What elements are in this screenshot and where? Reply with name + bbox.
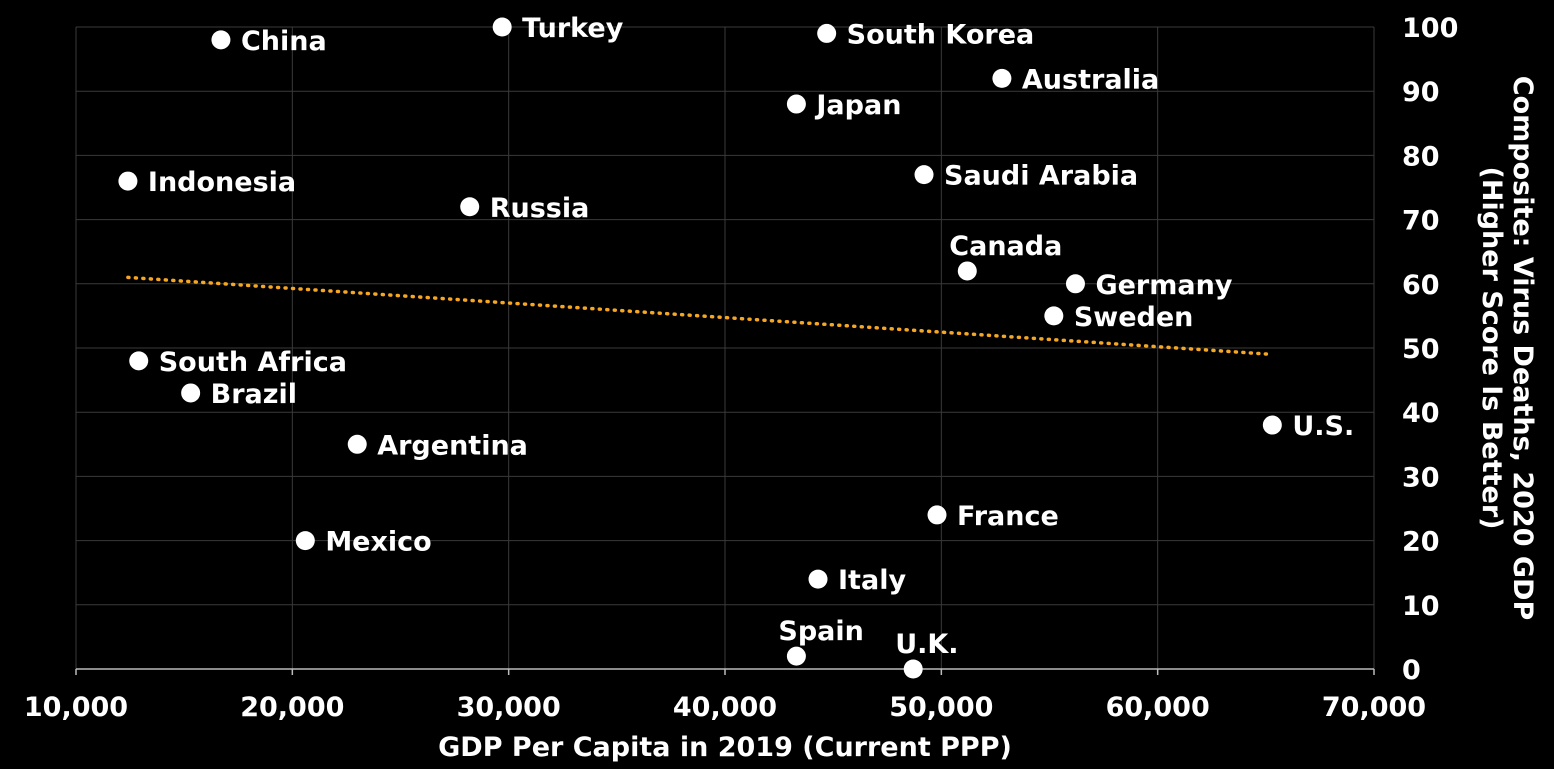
- point-label: Turkey: [522, 13, 624, 44]
- y-tick-label: 10: [1402, 591, 1440, 622]
- y-tick-label: 80: [1402, 141, 1440, 172]
- data-point: [492, 17, 512, 37]
- point-label: South Korea: [847, 19, 1035, 50]
- x-tick-label: 10,000: [24, 692, 128, 723]
- data-point: [914, 165, 934, 185]
- point-label: Sweden: [1074, 302, 1194, 333]
- axes: [75, 668, 1375, 675]
- point-label: Saudi Arabia: [944, 161, 1138, 192]
- data-point: [1065, 274, 1085, 294]
- point-label: Italy: [838, 565, 906, 596]
- x-tick-label: 40,000: [673, 692, 777, 723]
- data-point: [295, 531, 315, 551]
- y-axis-title-line1: Composite: Virus Deaths, 2020 GDP: [1507, 76, 1538, 621]
- data-point: [786, 646, 806, 666]
- data-points: [118, 17, 1282, 679]
- data-point: [817, 23, 837, 43]
- data-point: [181, 383, 201, 403]
- point-label: U.K.: [895, 629, 958, 660]
- data-point: [460, 197, 480, 217]
- data-point: [927, 505, 947, 525]
- data-point: [211, 30, 231, 50]
- point-label: Japan: [814, 90, 901, 121]
- x-axis-title: GDP Per Capita in 2019 (Current PPP): [438, 732, 1012, 763]
- point-label: South Africa: [159, 347, 347, 378]
- x-tick-label: 60,000: [1106, 692, 1210, 723]
- data-point: [347, 434, 367, 454]
- point-label: Mexico: [325, 527, 431, 558]
- y-tick-label: 20: [1402, 527, 1440, 558]
- data-point: [808, 569, 828, 589]
- data-point: [992, 68, 1012, 88]
- y-tick-label: 100: [1402, 13, 1458, 44]
- point-label: Russia: [490, 193, 590, 224]
- data-point: [957, 261, 977, 281]
- point-label: Australia: [1022, 64, 1159, 95]
- y-axis-title-line2: (Higher Score Is Better): [1476, 167, 1507, 530]
- point-label: Argentina: [377, 430, 528, 461]
- point-label: Spain: [778, 616, 863, 647]
- y-tick-label: 0: [1402, 655, 1421, 686]
- y-tick-label: 60: [1402, 270, 1440, 301]
- x-tick-label: 30,000: [457, 692, 561, 723]
- y-axis-title: Composite: Virus Deaths, 2020 GDP (Highe…: [1476, 76, 1538, 621]
- point-label: Brazil: [211, 379, 297, 410]
- y-tick-label: 30: [1402, 462, 1440, 493]
- x-tick-label: 70,000: [1322, 692, 1426, 723]
- y-tick-label: 70: [1402, 206, 1440, 237]
- data-point: [786, 94, 806, 114]
- x-tick-label: 20,000: [240, 692, 344, 723]
- point-label: U.S.: [1292, 411, 1354, 442]
- point-label: Canada: [949, 231, 1062, 262]
- data-point: [118, 171, 138, 191]
- y-tick-label: 50: [1402, 334, 1440, 365]
- y-tick-label: 90: [1402, 77, 1440, 108]
- data-point: [1262, 415, 1282, 435]
- point-label: Germany: [1095, 270, 1232, 301]
- x-tick-label: 50,000: [889, 692, 993, 723]
- y-tick-label: 40: [1402, 398, 1440, 429]
- point-label: China: [241, 26, 327, 57]
- point-labels: China Turkey South Korea Australia Japan Indo…: [148, 13, 1354, 660]
- data-point: [129, 351, 149, 371]
- point-label: Indonesia: [148, 167, 296, 198]
- tick-labels: 10,000 20,000 30,000 40,000 50,000 60,000 70,0…: [24, 13, 1458, 723]
- data-point: [1044, 306, 1064, 326]
- data-point: [903, 659, 923, 679]
- point-label: France: [957, 501, 1059, 532]
